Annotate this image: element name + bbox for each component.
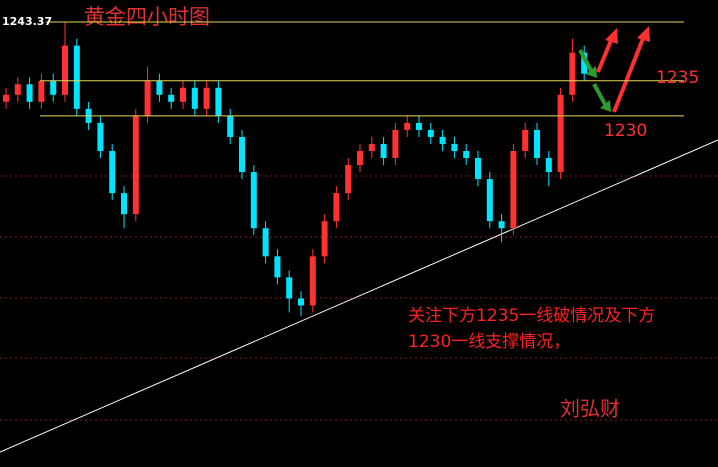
- candle-body: [333, 193, 340, 222]
- candle-body: [239, 136, 245, 173]
- candle-body: [380, 143, 387, 159]
- arrow-head: [605, 28, 618, 44]
- arrow-head: [600, 100, 611, 112]
- candle-body: [392, 129, 399, 159]
- arrows: [578, 26, 650, 113]
- arrow-head: [637, 26, 650, 42]
- candle-body: [368, 143, 375, 151]
- candle-body: [144, 80, 151, 116]
- level-label: 1235: [656, 68, 699, 88]
- arrow: [578, 49, 594, 73]
- candle-body: [286, 277, 293, 299]
- arrow: [596, 37, 614, 73]
- candle-body: [357, 150, 363, 166]
- candle-body: [109, 150, 116, 194]
- candle-body: [321, 221, 328, 257]
- candle-body: [38, 80, 45, 102]
- candle-body: [416, 122, 422, 130]
- author: 刘弘财: [560, 397, 620, 421]
- arrow-head: [586, 66, 597, 78]
- candle-body: [50, 80, 57, 95]
- arrow: [612, 35, 646, 113]
- candle-body: [132, 115, 139, 215]
- candle-body: [62, 45, 68, 95]
- annotation: 1230一线支撑情况，: [408, 332, 570, 352]
- candle-body: [534, 129, 540, 159]
- candle-body: [227, 115, 234, 137]
- candle-body: [427, 129, 434, 137]
- candle-body: [168, 94, 175, 102]
- candle-body: [215, 87, 222, 116]
- candle-body: [510, 150, 517, 229]
- trend-line: [0, 139, 718, 453]
- candle-body: [156, 80, 163, 95]
- candle-body: [26, 84, 33, 102]
- candle-body: [439, 136, 446, 144]
- chart-title: 黄金四小时图: [84, 5, 210, 29]
- candle-body: [180, 87, 186, 102]
- candle-body: [73, 45, 80, 109]
- candle-body: [121, 193, 127, 215]
- candle-body: [545, 158, 552, 173]
- candle-body: [569, 52, 576, 95]
- candle-body: [451, 143, 458, 151]
- candle-body: [3, 94, 9, 102]
- candle-body: [557, 94, 564, 173]
- arrow: [592, 83, 608, 107]
- annotation: 关注下方1235一线破情况及下方: [408, 306, 655, 326]
- candle-body: [581, 52, 588, 74]
- candle-body: [463, 150, 470, 159]
- candle-body: [203, 87, 210, 109]
- candle-body: [404, 122, 411, 130]
- price-label: 1243.37: [2, 15, 52, 28]
- candle-body: [97, 122, 104, 151]
- level-label: 1230: [604, 121, 647, 141]
- candles: [3, 21, 588, 317]
- candle-body: [486, 179, 493, 222]
- candle-body: [309, 256, 316, 306]
- candle-body: [298, 298, 304, 306]
- candle-body: [14, 84, 21, 95]
- candle-body: [274, 256, 281, 278]
- candle-body: [262, 228, 269, 257]
- candle-body: [522, 129, 529, 151]
- candle-body: [498, 221, 505, 229]
- candle-body: [475, 158, 481, 180]
- candle-body: [250, 172, 257, 229]
- candle-body: [345, 165, 352, 194]
- candle-body: [191, 87, 198, 109]
